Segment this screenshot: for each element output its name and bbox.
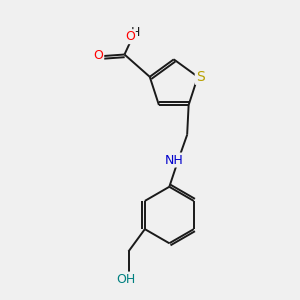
Text: NH: NH	[164, 154, 183, 166]
Text: H: H	[131, 26, 140, 39]
Text: S: S	[196, 70, 205, 84]
Text: O: O	[93, 50, 103, 62]
Text: O: O	[125, 30, 135, 43]
Text: OH: OH	[116, 273, 135, 286]
